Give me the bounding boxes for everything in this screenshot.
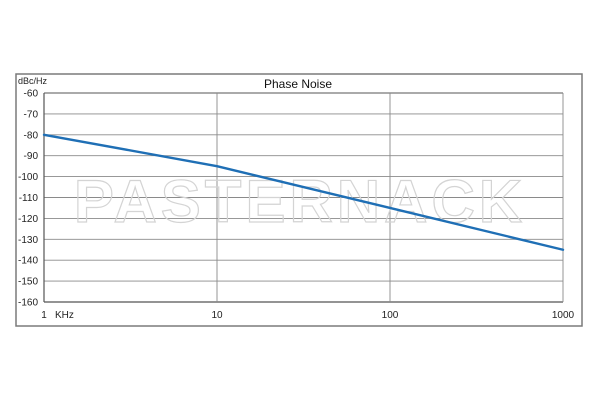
x-tick-label: 1 bbox=[41, 310, 47, 321]
y-tick-label: -70 bbox=[24, 109, 39, 120]
y-tick-label: -140 bbox=[18, 256, 38, 267]
y-tick-labels: -60 -70 -80 -90 -100 -110 -120 -130 -140 -150 -160 bbox=[18, 89, 38, 309]
y-tick-label: -160 bbox=[18, 298, 38, 309]
chart-title: Phase Noise bbox=[264, 77, 332, 91]
x-tick-label: 10 bbox=[211, 310, 223, 321]
x-tick-label: 100 bbox=[382, 310, 399, 321]
x-tick-label: 1000 bbox=[552, 310, 575, 321]
y-tick-label: -90 bbox=[24, 151, 39, 162]
y-tick-label: -100 bbox=[18, 172, 38, 183]
y-tick-label: -130 bbox=[18, 235, 38, 246]
chart-frame bbox=[15, 73, 583, 327]
y-tick-label: -110 bbox=[19, 193, 39, 204]
y-axis-unit-label: dBc/Hz bbox=[18, 76, 48, 86]
grid-lines bbox=[43, 92, 564, 303]
series-layer bbox=[42, 133, 565, 251]
y-tick-label: -60 bbox=[24, 89, 39, 100]
series-line bbox=[42, 133, 565, 251]
y-tick-label: -150 bbox=[18, 277, 38, 288]
y-tick-label: -120 bbox=[18, 214, 38, 225]
y-tick-label: -80 bbox=[24, 130, 39, 141]
x-axis-unit-label: KHz bbox=[55, 310, 74, 321]
watermark-logo: PASTERNACK bbox=[74, 168, 526, 235]
x-tick-labels: KHz 1 10 100 1000 bbox=[41, 310, 574, 321]
